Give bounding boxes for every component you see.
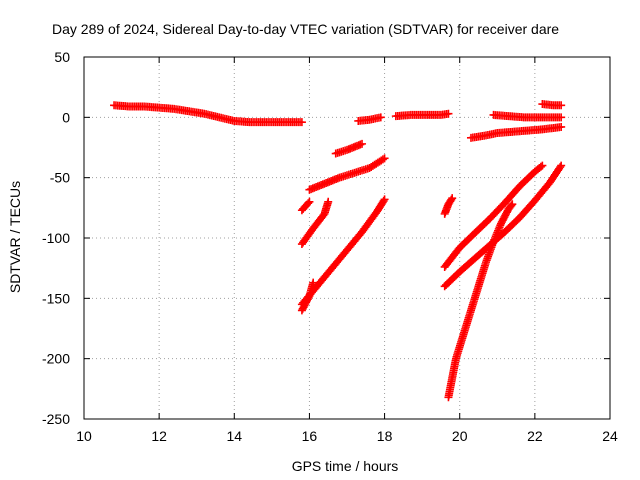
y-tick-label: -100 bbox=[42, 230, 70, 246]
data-series bbox=[297, 197, 333, 249]
data-point bbox=[557, 113, 566, 122]
data-series bbox=[489, 110, 566, 122]
data-series bbox=[297, 197, 314, 215]
data-point bbox=[556, 163, 565, 172]
data-series bbox=[440, 194, 457, 218]
data-point bbox=[380, 195, 389, 204]
data-point bbox=[380, 154, 389, 163]
x-tick-label: 22 bbox=[527, 428, 543, 444]
x-tick-label: 12 bbox=[151, 428, 167, 444]
data-point bbox=[536, 162, 545, 171]
data-point bbox=[297, 118, 306, 127]
x-tick-label: 24 bbox=[602, 428, 618, 444]
data-point bbox=[444, 109, 453, 118]
y-tick-label: -250 bbox=[42, 411, 70, 427]
data-point bbox=[557, 101, 566, 110]
data-point bbox=[557, 122, 566, 131]
data-point bbox=[507, 201, 516, 210]
data-point bbox=[379, 196, 388, 205]
data-point bbox=[557, 161, 566, 170]
data-point bbox=[358, 139, 367, 148]
chart-title: Day 289 of 2024, Sidereal Day-to-day VTE… bbox=[52, 21, 559, 37]
y-tick-label: -150 bbox=[42, 290, 70, 306]
data-series bbox=[538, 100, 566, 110]
data-point bbox=[448, 194, 457, 203]
data-point bbox=[508, 200, 517, 209]
data-point bbox=[304, 199, 313, 208]
data-series bbox=[331, 139, 367, 158]
data-marks bbox=[110, 100, 566, 402]
data-series bbox=[440, 161, 547, 271]
data-point bbox=[378, 155, 387, 164]
data-series bbox=[297, 195, 389, 309]
x-tick-label: 10 bbox=[76, 428, 92, 444]
plot-axes bbox=[83, 56, 611, 420]
x-tick-label: 16 bbox=[302, 428, 318, 444]
x-tick-label: 18 bbox=[377, 428, 393, 444]
data-series bbox=[444, 200, 517, 402]
data-point bbox=[305, 197, 314, 206]
y-tick-label: -200 bbox=[42, 351, 70, 367]
data-point bbox=[447, 195, 456, 204]
data-point bbox=[376, 113, 385, 122]
data-series bbox=[466, 122, 566, 142]
data-point bbox=[538, 161, 547, 170]
x-tick-label: 20 bbox=[452, 428, 468, 444]
y-axis-label: SDTVAR / TECUs bbox=[7, 181, 23, 293]
data-point bbox=[324, 197, 333, 206]
x-tick-label: 14 bbox=[226, 428, 242, 444]
tick-labels: 10 12 14 16 18 20 22 24 50 0 -50 -100 -150 -200 -250 bbox=[42, 49, 618, 444]
data-series bbox=[354, 113, 385, 125]
y-tick-label: 0 bbox=[62, 109, 70, 125]
data-series bbox=[305, 154, 389, 194]
y-tick-label: 50 bbox=[54, 49, 70, 65]
data-series bbox=[110, 101, 306, 127]
x-axis-label: GPS time / hours bbox=[292, 458, 399, 474]
data-series bbox=[391, 109, 453, 121]
y-tick-label: -50 bbox=[50, 170, 70, 186]
